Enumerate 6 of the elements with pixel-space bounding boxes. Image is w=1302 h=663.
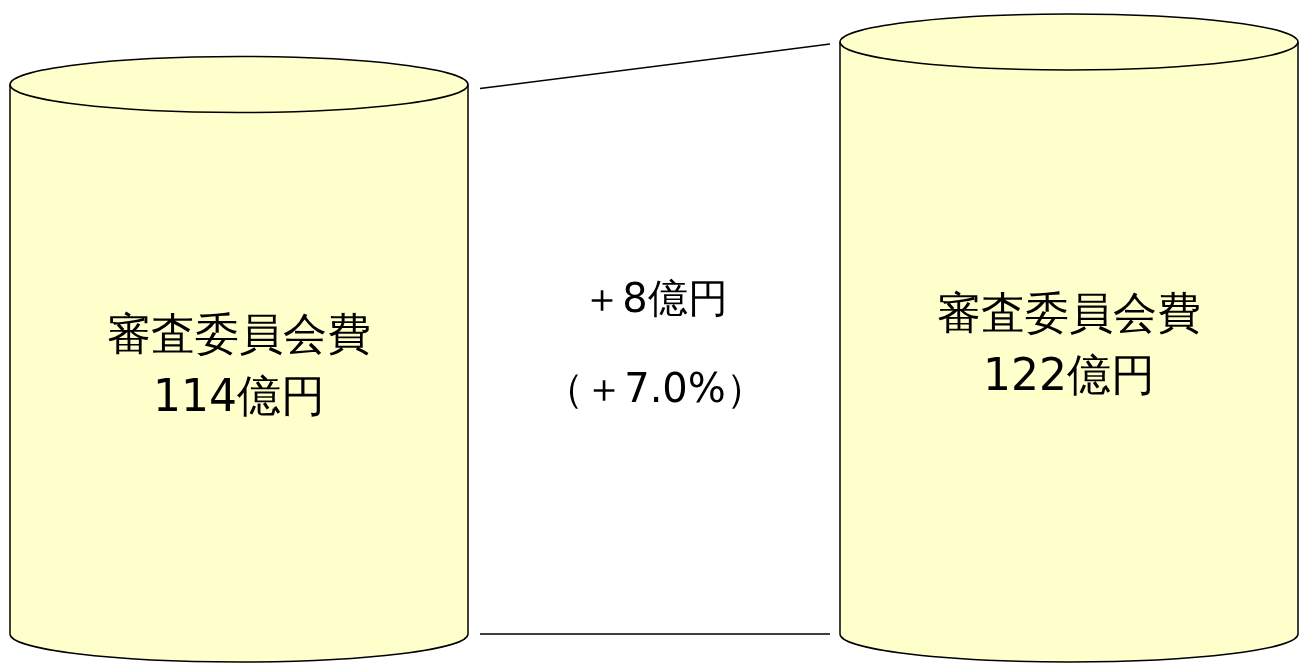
annotation: ＋8億円 xyxy=(582,275,728,321)
x-tick-label: 審査委員会費 xyxy=(107,308,371,360)
data-label: 114億円 xyxy=(153,370,325,422)
data-label: 122億円 xyxy=(983,349,1155,400)
annotation: （＋7.0%） xyxy=(544,365,766,411)
x-tick-label: 審査委員会費 xyxy=(937,287,1201,338)
